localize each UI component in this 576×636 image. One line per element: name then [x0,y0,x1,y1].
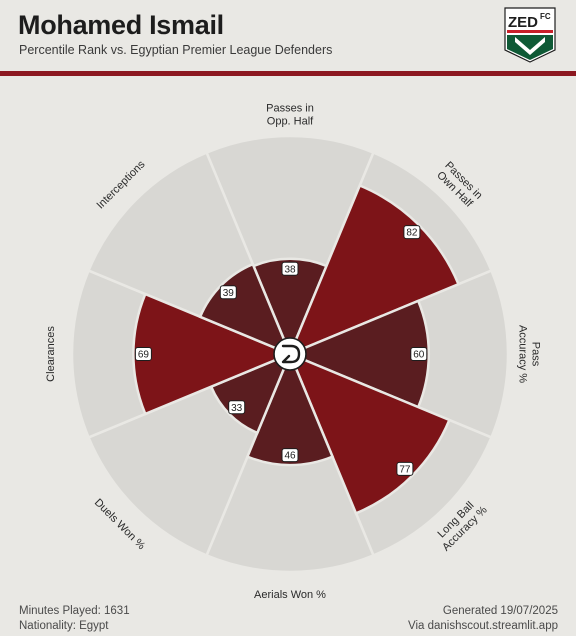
category-label: Aerials Won % [254,589,326,600]
player-name: Mohamed Ismail [18,10,224,40]
svg-text:38: 38 [284,264,296,275]
generated-date: Generated 19/07/2025 [442,605,558,617]
value-label: 46 [281,448,299,463]
footer-left: Minutes Played: 1631 Nationality: Egypt [19,604,130,634]
category-label: Clearances [45,326,57,382]
svg-text:39: 39 [223,288,235,299]
value-bar [245,350,335,467]
background-sector [204,134,376,358]
minutes-played: Minutes Played: 1631 [19,605,130,617]
value-label: 60 [410,347,428,361]
svg-text:69: 69 [138,350,150,361]
chart-subtitle: Percentile Rank vs. Egyptian Premier Lea… [19,43,333,57]
svg-text:33: 33 [231,403,243,414]
value-bar [132,292,294,416]
value-bar [251,257,329,358]
source-url: Via danishscout.streamlit.app [407,620,558,632]
nationality: Nationality: Egypt [19,620,109,632]
svg-text:60: 60 [413,350,425,361]
header-rule [0,71,576,76]
value-label: 77 [396,461,414,476]
value-label: 33 [228,400,246,415]
logo-text-zed: ZED [508,14,538,31]
svg-text:77: 77 [399,465,411,476]
value-label: 38 [281,261,299,276]
logo-d-icon [273,337,307,371]
club-logo: ZED FC [504,7,556,63]
logo-text-fc: FC [540,12,551,21]
value-label: 82 [403,225,421,240]
value-label: 39 [219,285,237,300]
svg-text:82: 82 [406,228,418,239]
footer-right: Generated 19/07/2025 Via danishscout.str… [408,604,558,634]
value-bar [286,299,431,409]
category-label: Passes in Opp. Half [266,103,314,128]
svg-text:46: 46 [284,451,296,462]
logo-green-wedge [507,35,553,60]
logo-white-chevron [515,37,545,55]
value-label: 69 [134,347,152,361]
logo-red-band [507,30,553,33]
value-labels: 38 82 60 77 46 33 69 39 [134,225,428,476]
category-label: PassAccuracy % [517,325,542,383]
